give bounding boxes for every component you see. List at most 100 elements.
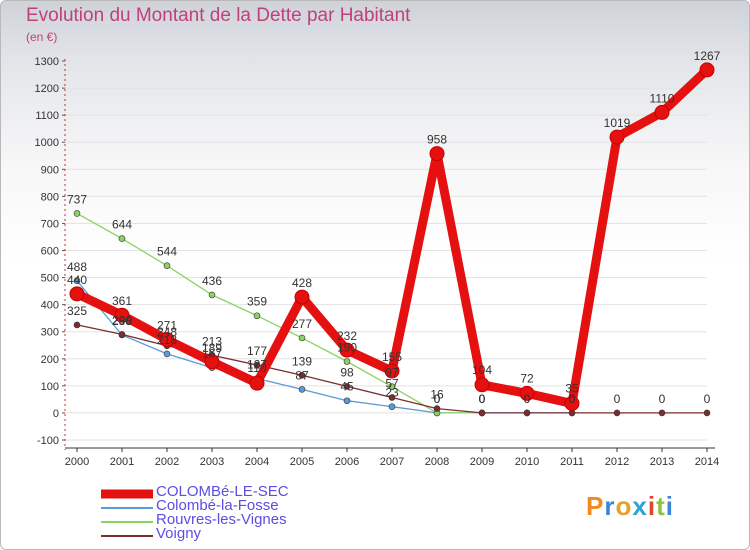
data-point — [249, 375, 265, 391]
data-label: 361 — [112, 294, 132, 308]
data-label: 218 — [157, 333, 177, 347]
data-point — [294, 289, 310, 305]
data-label: 0 — [659, 392, 666, 406]
data-label: 428 — [292, 276, 312, 290]
data-point — [703, 409, 711, 417]
data-label: 0 — [479, 392, 486, 406]
data-point — [478, 409, 486, 417]
data-label: 57 — [385, 376, 399, 390]
data-label: 325 — [67, 304, 87, 318]
x-tick-label: 2009 — [470, 456, 494, 468]
y-tick-label: 700 — [41, 218, 59, 230]
data-point — [343, 397, 351, 405]
legend-swatch — [101, 534, 153, 537]
data-label: 155 — [382, 350, 402, 364]
y-tick-label: 1000 — [35, 137, 59, 149]
data-point — [433, 405, 441, 412]
legend-label: Voigny — [156, 525, 202, 542]
data-point — [339, 342, 355, 358]
data-point — [523, 409, 531, 417]
y-tick-label: 1200 — [35, 83, 59, 95]
data-label: 290 — [112, 313, 132, 327]
x-tick-label: 2010 — [515, 456, 539, 468]
y-tick-label: 400 — [41, 300, 59, 312]
data-point — [253, 361, 261, 369]
y-tick-label: 900 — [41, 164, 59, 176]
legend-swatch — [101, 506, 153, 509]
data-label: 0 — [434, 392, 441, 406]
x-tick-label: 2004 — [245, 456, 269, 468]
data-point — [69, 286, 85, 302]
series-line-2 — [76, 212, 483, 414]
data-label: 98 — [340, 365, 354, 379]
data-label: 189 — [202, 341, 222, 355]
y-tick-label: 300 — [41, 327, 59, 339]
data-point — [388, 383, 396, 390]
data-point — [474, 377, 490, 393]
data-point — [343, 358, 351, 365]
data-label: 0 — [704, 392, 711, 406]
data-point — [163, 350, 171, 358]
data-label: 110 — [247, 361, 266, 375]
data-point — [159, 332, 175, 348]
data-label: 544 — [157, 245, 177, 259]
data-point — [118, 331, 126, 338]
data-point — [519, 385, 535, 401]
data-point — [388, 394, 396, 401]
data-label: 232 — [337, 329, 357, 343]
data-point — [163, 262, 171, 269]
data-point — [388, 403, 396, 411]
data-label: 190 — [337, 340, 357, 354]
x-tick-label: 2005 — [290, 456, 314, 468]
data-point — [429, 146, 445, 162]
data-label: 277 — [292, 317, 312, 331]
data-label: 0 — [524, 392, 531, 406]
y-tick-label: 800 — [41, 191, 59, 203]
legend-label: Colombé-la-Fosse — [156, 497, 279, 514]
x-tick-label: 2013 — [650, 456, 674, 468]
chart-unit-subtitle: (en €) — [26, 30, 58, 44]
logo-letter: i — [665, 491, 674, 521]
data-label: 737 — [67, 192, 87, 206]
x-tick-label: 2002 — [155, 456, 179, 468]
data-label: 213 — [202, 334, 222, 348]
data-label: 0 — [434, 392, 441, 406]
y-tick-label: 1300 — [35, 56, 59, 68]
data-label: 23 — [385, 386, 399, 400]
y-tick-label: 600 — [41, 246, 59, 258]
data-label: 1110 — [650, 91, 675, 105]
data-label: 288 — [112, 314, 132, 328]
data-label: 35 — [565, 381, 579, 395]
data-point — [253, 312, 261, 320]
data-point — [118, 235, 126, 242]
data-label: 45 — [340, 380, 354, 394]
data-label: 139 — [292, 354, 312, 368]
x-tick-label: 2012 — [605, 456, 629, 468]
x-tick-label: 2014 — [695, 456, 719, 468]
y-tick-label: -100 — [37, 435, 59, 447]
y-tick-label: 1100 — [35, 110, 59, 122]
legend-swatch — [101, 520, 153, 523]
data-label: 72 — [520, 371, 534, 385]
data-point — [654, 104, 670, 120]
proxiti-logo: Proxiti — [586, 491, 674, 522]
data-point — [609, 129, 625, 145]
data-point — [298, 334, 306, 342]
logo-letter: r — [604, 491, 616, 521]
data-point — [343, 383, 351, 390]
data-point — [298, 386, 306, 393]
data-point — [114, 307, 130, 323]
chart-title: Evolution du Montant de la Dette par Hab… — [26, 5, 411, 26]
data-label: 1019 — [604, 116, 631, 130]
data-label: 97 — [385, 366, 399, 380]
x-tick-label: 2008 — [425, 456, 449, 468]
logo-letter: o — [615, 491, 633, 521]
y-tick-label: 200 — [41, 354, 59, 366]
data-label: 359 — [247, 295, 267, 309]
data-label: 16 — [430, 388, 444, 402]
data-label: 0 — [614, 392, 621, 406]
legend-swatch — [101, 489, 153, 498]
x-tick-label: 2007 — [380, 456, 404, 468]
